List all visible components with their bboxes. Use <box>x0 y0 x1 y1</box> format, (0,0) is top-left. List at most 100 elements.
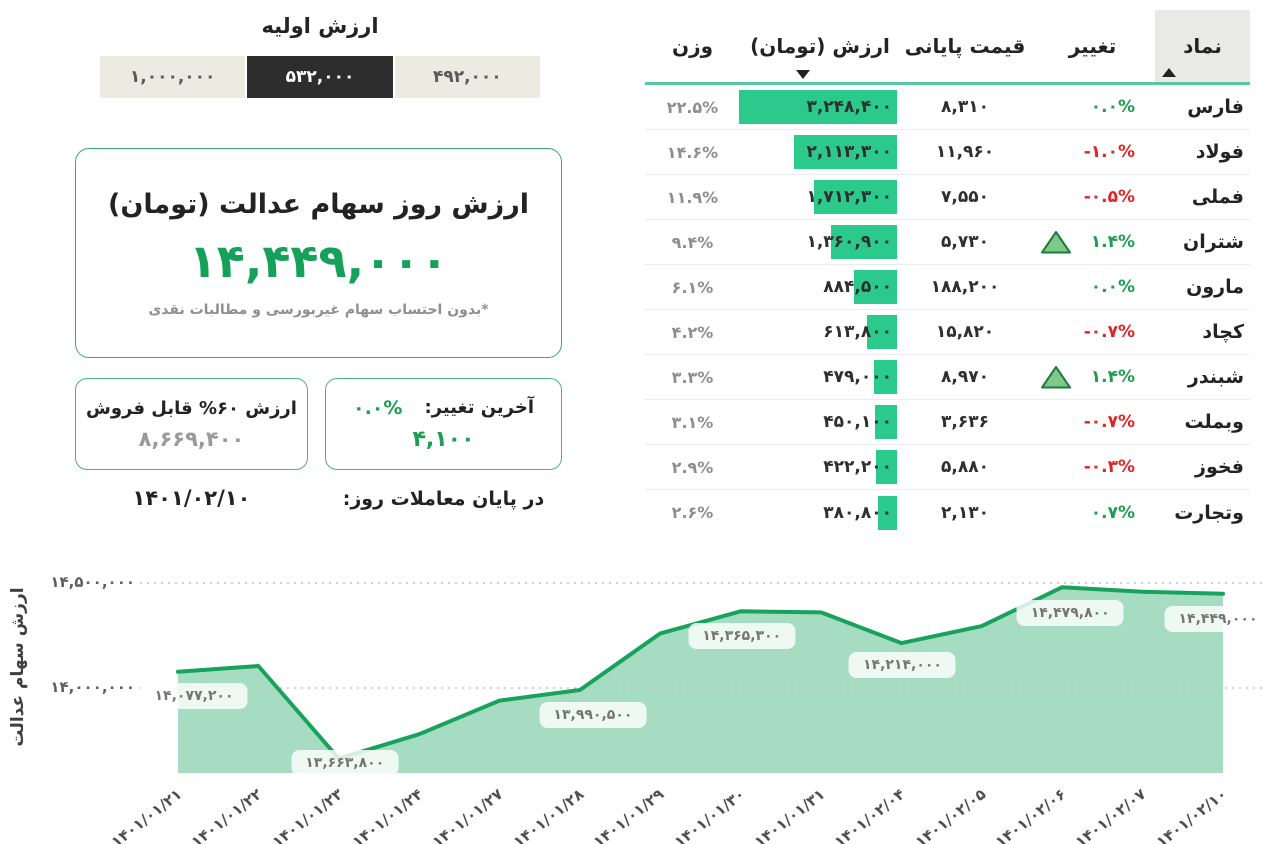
value-amount: ۳,۲۴۸,۴۰۰ <box>806 97 892 117</box>
cell-value: ۱,۳۶۰,۹۰۰ <box>740 220 900 264</box>
end-of-day-caption: در پایان معاملات روز: <box>342 488 545 510</box>
stocks-table-body: فارس ۰.۰% ۸,۳۱۰ ۳,۲۴۸,۴۰۰ ۲۲.۵% فولاد -۱.۰% ۱۱,… <box>645 85 1250 535</box>
value-amount: ۱,۷۱۲,۳۰۰ <box>806 187 892 207</box>
cell-weight: ۱۴.۶% <box>666 142 719 162</box>
cell-weight: ۴.۲% <box>671 322 714 342</box>
cell-symbol[interactable]: وتجارت <box>1174 501 1244 524</box>
header-symbol[interactable]: نماد <box>1155 10 1250 82</box>
cell-change: ۱.۴% <box>1030 220 1155 264</box>
y-axis-tick: ۱۴,۵۰۰,۰۰۰ <box>50 573 135 591</box>
last-change-percent: ۰.۰% <box>352 396 403 419</box>
up-triangle-icon <box>1040 231 1071 254</box>
cell-symbol[interactable]: فارس <box>1187 96 1244 118</box>
value-amount: ۸۸۴,۵۰۰ <box>823 277 892 297</box>
cell-change: -۰.۷% <box>1030 400 1155 444</box>
y-axis-tick: ۱۴,۰۰۰,۰۰۰ <box>50 678 135 696</box>
value-amount: ۴۲۲,۲۰۰ <box>823 457 892 477</box>
initial-value-tab-1[interactable]: ۱,۰۰۰,۰۰۰ <box>100 56 246 98</box>
change-percent: ۱.۴% <box>1090 232 1135 252</box>
value-history-chart: ارزش سهام عدالت ۱۴,۵۰۰,۰۰۰ ۱۴,۰۰۰,۰۰۰ ۱۴۰۱… <box>0 555 1265 844</box>
last-change-card: آخرین تغییر: ۰.۰% ۴,۱۰۰ <box>325 378 562 470</box>
last-change-label: آخرین تغییر: <box>424 397 535 418</box>
table-row-وبملت: وبملت -۰.۷% ۳,۶۳۶ ۴۵۰,۱۰۰ ۳.۱% <box>645 400 1250 445</box>
cell-symbol[interactable]: شتران <box>1183 231 1244 253</box>
stocks-table: نماد تغییر قیمت پایانی ارزش (تومان) وزن … <box>645 10 1250 535</box>
cell-weight: ۲۲.۵% <box>666 97 719 117</box>
cell-symbol[interactable]: شبندر <box>1187 366 1244 388</box>
cell-close-price: ۳,۶۳۶ <box>941 412 989 432</box>
value-bar <box>874 360 897 394</box>
value-bar <box>876 450 897 484</box>
cell-value: ۲,۱۱۳,۳۰۰ <box>740 130 900 174</box>
change-percent: -۱.۰% <box>1083 142 1135 162</box>
cell-close-price: ۱۱,۹۶۰ <box>935 142 995 162</box>
change-percent: ۱.۴% <box>1090 367 1135 387</box>
cell-weight: ۳.۱% <box>671 412 714 432</box>
cell-change: ۰.۰% <box>1030 265 1155 309</box>
value-bar <box>875 405 897 439</box>
header-change[interactable]: تغییر <box>1068 34 1117 58</box>
data-point-label: ۱۴,۰۷۷,۲۰۰ <box>140 682 248 709</box>
cell-change: -۱.۰% <box>1030 130 1155 174</box>
data-point-label: ۱۴,۳۶۵,۳۰۰ <box>688 623 796 650</box>
cell-change: ۱.۴% <box>1030 355 1155 399</box>
current-value-note: *بدون احتساب سهام غیربورسی و مطالبات نقد… <box>148 301 489 318</box>
cell-symbol[interactable]: مارون <box>1186 276 1244 298</box>
cell-change: ۰.۰% <box>1030 85 1155 129</box>
data-point-label: ۱۴,۲۱۴,۰۰۰ <box>848 652 956 679</box>
cell-value: ۱,۷۱۲,۳۰۰ <box>740 175 900 219</box>
value-bar <box>878 495 897 530</box>
initial-value-tab-3[interactable]: ۴۹۲,۰۰۰ <box>394 56 540 98</box>
cell-change: -۰.۷% <box>1030 310 1155 354</box>
table-row-فخوز: فخوز -۰.۳% ۵,۸۸۰ ۴۲۲,۲۰۰ ۲.۹% <box>645 445 1250 490</box>
table-row-فارس: فارس ۰.۰% ۸,۳۱۰ ۳,۲۴۸,۴۰۰ ۲۲.۵% <box>645 85 1250 130</box>
cell-value: ۸۸۴,۵۰۰ <box>740 265 900 309</box>
cell-change: -۰.۵% <box>1030 175 1155 219</box>
initial-value-title: ارزش اولیه <box>261 14 379 38</box>
change-percent: -۰.۷% <box>1083 322 1135 342</box>
value-amount: ۴۷۹,۰۰۰ <box>823 367 892 387</box>
cell-symbol[interactable]: کچاد <box>1202 321 1244 343</box>
cell-close-price: ۱۵,۸۲۰ <box>935 322 995 342</box>
value-bar <box>794 135 897 169</box>
change-percent: -۰.۳% <box>1083 457 1135 477</box>
cell-weight: ۲.۶% <box>671 503 714 522</box>
cell-weight: ۳.۳% <box>671 367 714 387</box>
sellable-value-card: ارزش ۶۰% قابل فروش ۸,۶۶۹,۴۰۰ <box>75 378 308 470</box>
value-bar <box>867 315 897 349</box>
value-amount: ۶۱۳,۸۰۰ <box>823 322 892 342</box>
initial-value-tab-2[interactable]: ۵۳۲,۰۰۰ <box>247 56 393 98</box>
cell-symbol[interactable]: وبملت <box>1184 411 1244 433</box>
table-row-شبندر: شبندر ۱.۴% ۸,۹۷۰ ۴۷۹,۰۰۰ ۳.۳% <box>645 355 1250 400</box>
change-percent: ۰.۰% <box>1090 97 1135 117</box>
cell-close-price: ۵,۷۳۰ <box>941 232 989 252</box>
cell-value: ۳۸۰,۸۰۰ <box>740 490 900 535</box>
cell-symbol[interactable]: فملی <box>1191 186 1244 208</box>
sellable-value-amount: ۸,۶۶۹,۴۰۰ <box>138 426 245 451</box>
cell-close-price: ۱۸۸,۲۰۰ <box>930 277 1000 297</box>
cell-symbol[interactable]: فخوز <box>1195 456 1244 478</box>
up-triangle-icon <box>1040 366 1071 389</box>
value-amount: ۴۵۰,۱۰۰ <box>823 412 892 432</box>
value-bar <box>831 225 897 259</box>
table-row-شتران: شتران ۱.۴% ۵,۷۳۰ ۱,۳۶۰,۹۰۰ ۹.۴% <box>645 220 1250 265</box>
header-close-price[interactable]: قیمت پایانی <box>904 34 1026 58</box>
value-amount: ۱,۳۶۰,۹۰۰ <box>806 232 892 252</box>
current-value-amount: ۱۴,۴۴۹,۰۰۰ <box>188 233 449 288</box>
value-bar <box>814 180 897 214</box>
sort-descending-icon <box>796 70 810 79</box>
header-weight[interactable]: وزن <box>672 34 714 58</box>
cell-symbol[interactable]: فولاد <box>1195 141 1244 163</box>
cell-value: ۴۷۹,۰۰۰ <box>740 355 900 399</box>
table-row-فملی: فملی -۰.۵% ۷,۵۵۰ ۱,۷۱۲,۳۰۰ ۱۱.۹% <box>645 175 1250 220</box>
initial-value-tabs: ۱,۰۰۰,۰۰۰ ۵۳۲,۰۰۰ ۴۹۲,۰۰۰ <box>100 56 540 98</box>
header-value[interactable]: ارزش (تومان) <box>740 10 900 82</box>
cell-change: -۰.۳% <box>1030 445 1155 489</box>
cell-weight: ۲.۹% <box>671 457 714 477</box>
change-percent: -۰.۷% <box>1083 412 1135 432</box>
stocks-table-header: نماد تغییر قیمت پایانی ارزش (تومان) وزن <box>645 10 1250 85</box>
valuation-date: ۱۴۰۱/۰۲/۱۰ <box>132 486 251 510</box>
value-bar <box>854 270 897 304</box>
change-percent: ۰.۰% <box>1090 277 1135 297</box>
